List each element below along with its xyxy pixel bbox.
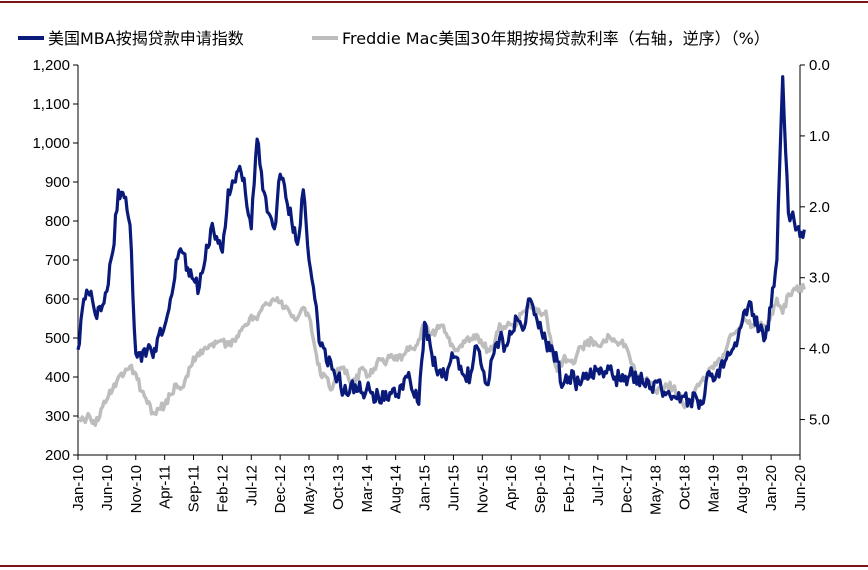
left-tick-label: 500 bbox=[45, 330, 70, 347]
left-tick-label: 900 bbox=[45, 174, 70, 191]
right-tick-label: 0.0 bbox=[809, 57, 830, 74]
x-tick-label: Oct-18 bbox=[676, 465, 693, 510]
x-tick-label: Oct-13 bbox=[330, 465, 347, 510]
left-tick-label: 200 bbox=[45, 447, 70, 464]
legend-label-rate: Freddie Mac美国30年期按揭贷款利率（右轴，逆序）（%） bbox=[342, 29, 770, 48]
x-tick-label: Dec-12 bbox=[272, 465, 289, 513]
left-tick-label: 1,200 bbox=[32, 57, 70, 74]
x-tick-label: Jan-20 bbox=[763, 465, 780, 511]
legend: 美国MBA按揭贷款申请指数 Freddie Mac美国30年期按揭贷款利率（右轴… bbox=[18, 29, 770, 48]
x-tick-label: Jun-20 bbox=[792, 465, 809, 511]
right-tick-label: 2.0 bbox=[809, 199, 830, 216]
x-tick-label: Feb-12 bbox=[214, 465, 231, 513]
x-tick-label: Sep-16 bbox=[532, 465, 549, 513]
left-tick-label: 1,100 bbox=[32, 96, 70, 113]
series-rate-line bbox=[76, 282, 806, 427]
x-axis: Jan-10 Jun-10 Nov-10 Apr-11 Sep-11 Feb-12 Jul-… bbox=[70, 454, 809, 515]
right-tick-label: 5.0 bbox=[809, 412, 830, 429]
x-tick-label: Apr-11 bbox=[157, 465, 174, 509]
x-tick-label: Sep-11 bbox=[186, 465, 203, 512]
x-tick-label: May-13 bbox=[301, 465, 318, 515]
right-tick-label: 4.0 bbox=[809, 341, 830, 358]
left-tick-label: 600 bbox=[45, 291, 70, 308]
right-tick-label: 3.0 bbox=[809, 270, 830, 287]
x-tick-label: Mar-14 bbox=[359, 465, 376, 513]
series-mba-line bbox=[76, 75, 806, 410]
x-tick-label: Mar-19 bbox=[705, 465, 722, 513]
x-tick-label: Aug-14 bbox=[388, 465, 405, 513]
series-rate bbox=[76, 282, 806, 427]
x-tick-label: Jan-10 bbox=[70, 465, 87, 511]
x-tick-label: Dec-17 bbox=[619, 465, 636, 513]
left-tick-label: 800 bbox=[45, 213, 70, 230]
x-tick-label: Jul-17 bbox=[590, 465, 607, 506]
right-tick-label: 1.0 bbox=[809, 128, 830, 145]
series-mba bbox=[76, 75, 806, 410]
legend-label-mba: 美国MBA按揭贷款申请指数 bbox=[48, 29, 244, 48]
x-tick-label: May-18 bbox=[648, 465, 665, 515]
plot-area: 2003004005006007008009001,0001,1001,200 … bbox=[32, 57, 829, 515]
left-tick-label: 1,000 bbox=[32, 135, 70, 152]
x-tick-label: Jul-12 bbox=[243, 465, 260, 506]
x-tick-label: Jun-15 bbox=[445, 465, 462, 511]
x-tick-label: Aug-19 bbox=[734, 465, 751, 513]
x-tick-label: Jan-15 bbox=[417, 465, 434, 511]
x-tick-label: Feb-17 bbox=[561, 465, 578, 513]
x-tick-label: Nov-10 bbox=[128, 465, 145, 513]
left-tick-label: 700 bbox=[45, 252, 70, 269]
left-axis: 200 300 400 500 600 700 800 900 1,000 1,100 1,200 bbox=[32, 57, 79, 464]
right-axis: 0.0 1.0 2.0 3.0 4.0 5.0 bbox=[799, 57, 830, 455]
x-tick-label: Nov-15 bbox=[474, 465, 491, 513]
x-tick-label: Apr-16 bbox=[503, 465, 520, 510]
left-tick-label: 400 bbox=[45, 369, 70, 386]
left-tick-label: 300 bbox=[45, 408, 70, 425]
x-tick-label: Jun-10 bbox=[99, 465, 116, 511]
